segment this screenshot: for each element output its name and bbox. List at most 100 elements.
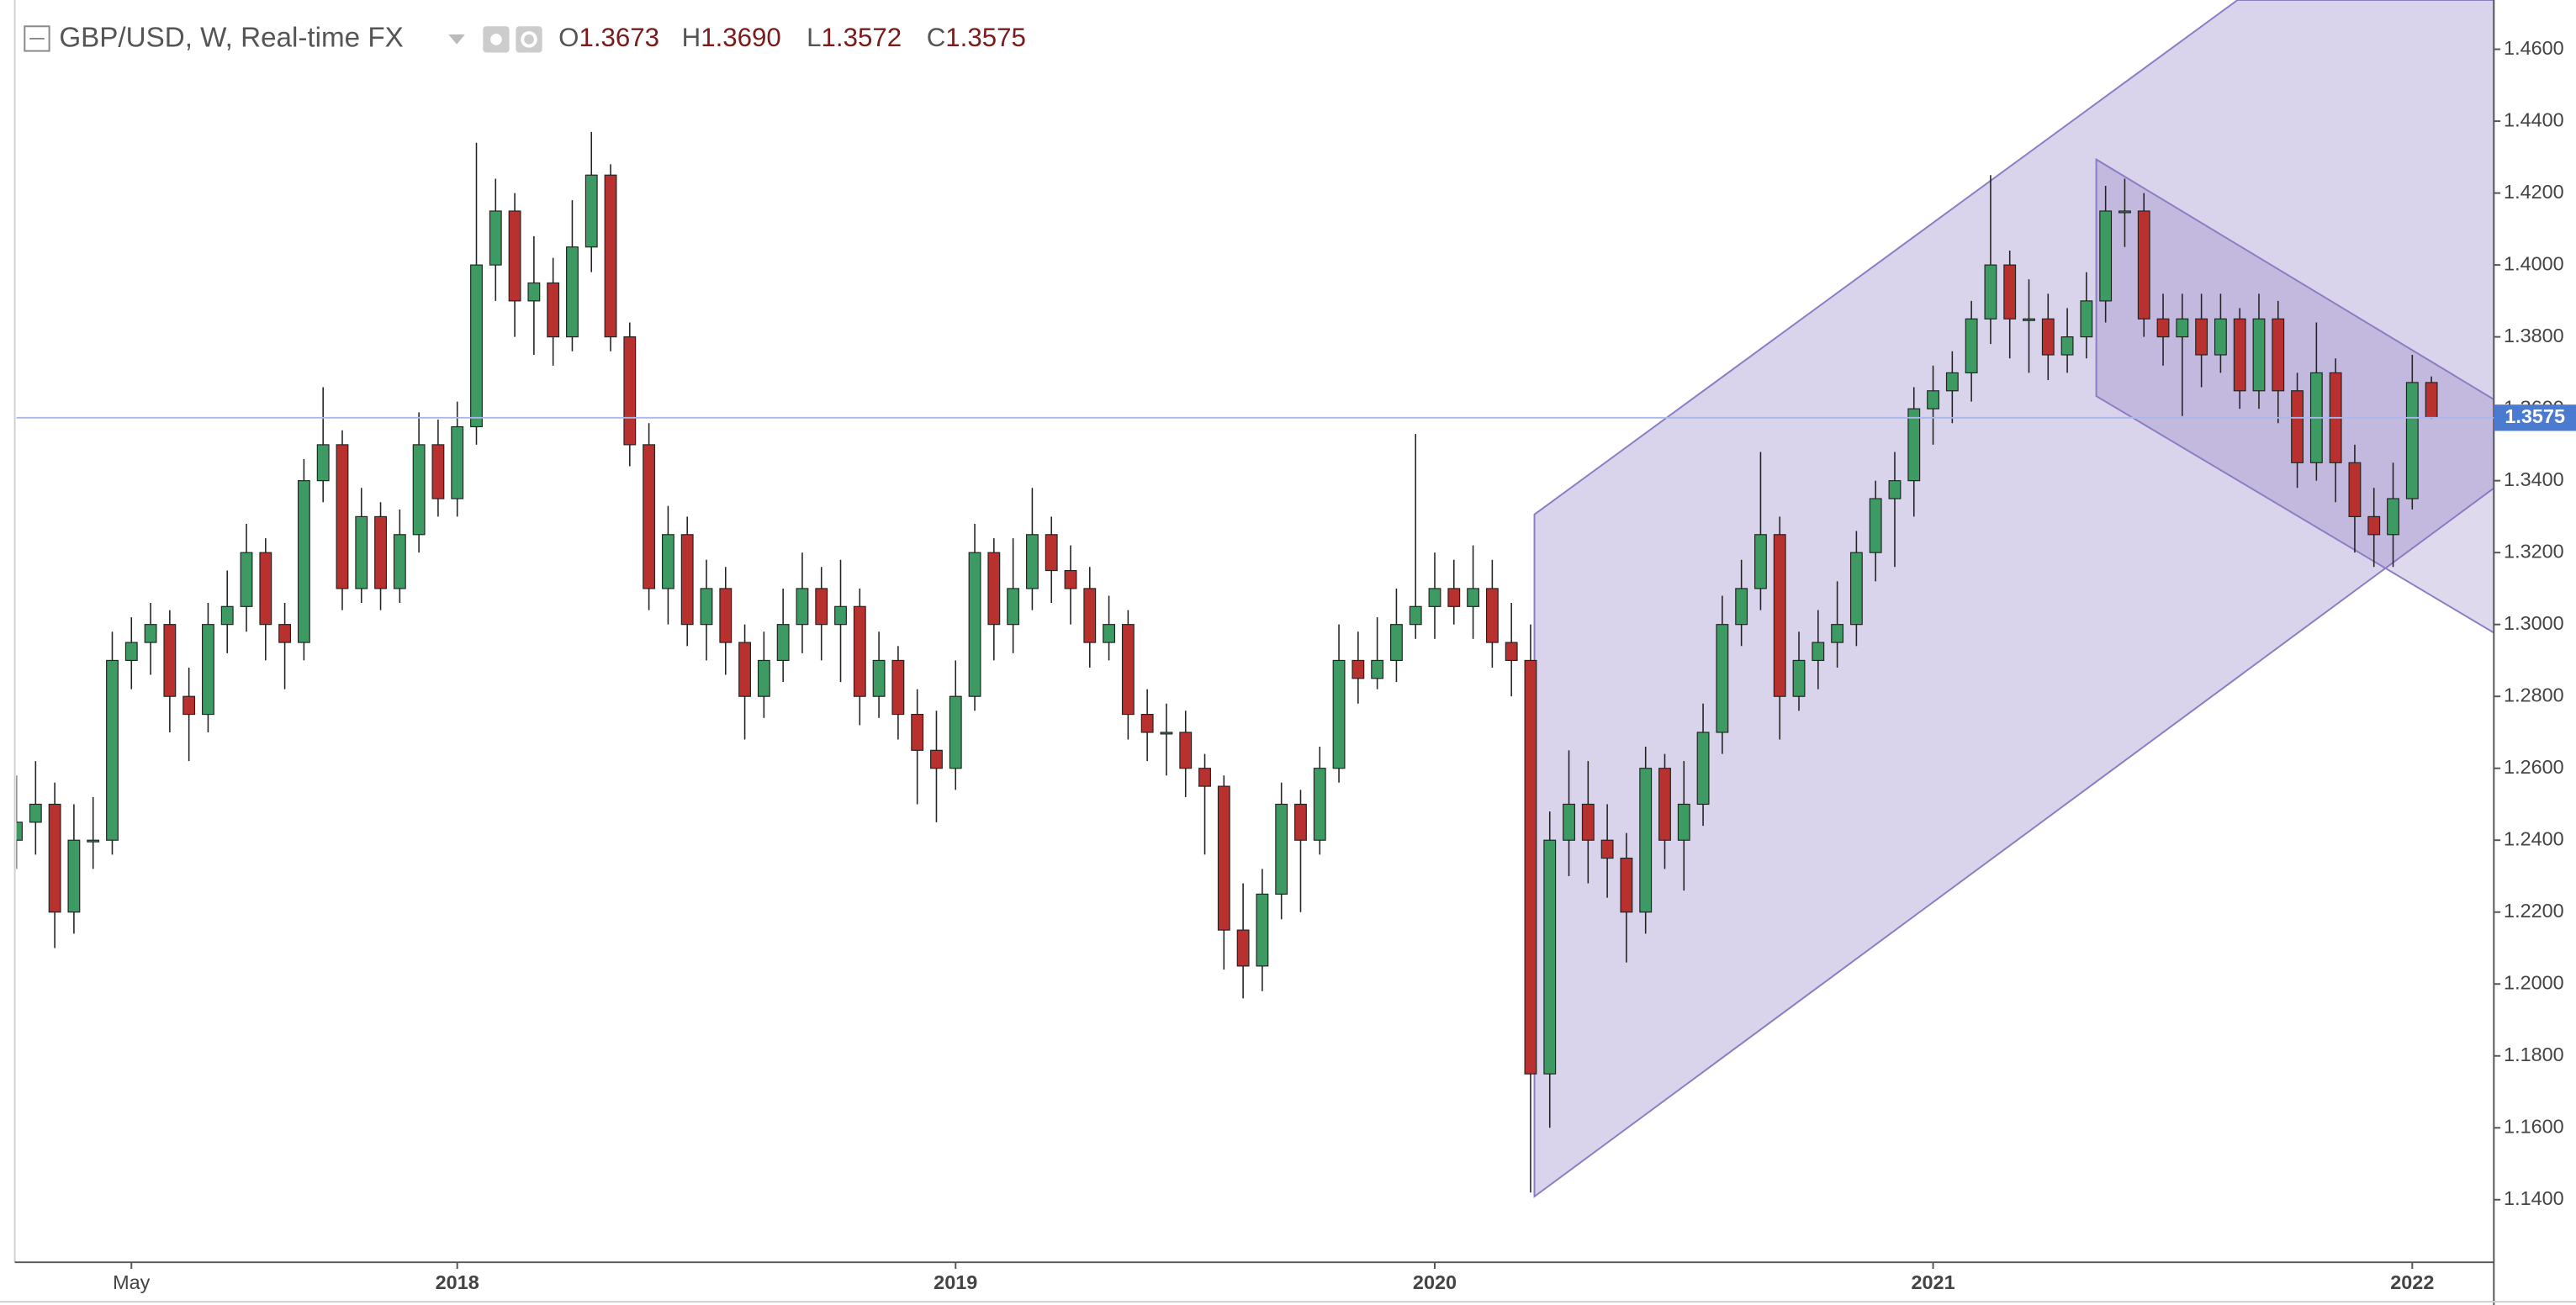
candle-body xyxy=(124,642,138,662)
candle-body xyxy=(1121,624,1135,716)
candle-body xyxy=(470,264,483,428)
y-tick-label: 1.4600 xyxy=(2504,37,2564,59)
candle-body xyxy=(815,588,828,626)
candle-body xyxy=(1045,534,1058,572)
ohlc-label: L xyxy=(807,23,821,52)
candle-body xyxy=(1888,480,1902,499)
candle-body xyxy=(1505,642,1518,662)
candle-body xyxy=(1869,498,1882,553)
candle-body xyxy=(1275,803,1288,895)
candle-body xyxy=(1754,534,1767,589)
candle-body xyxy=(853,605,866,697)
candle-body xyxy=(2156,318,2170,338)
candles xyxy=(16,131,2438,1193)
candle-body xyxy=(144,624,157,643)
ascending-channel[interactable] xyxy=(1533,0,2494,1198)
candle-body xyxy=(48,803,61,913)
candle-body xyxy=(259,552,272,626)
candle-body xyxy=(1735,588,1748,626)
x-tick-label: 2021 xyxy=(1911,1271,1954,1293)
candle-body xyxy=(508,210,521,302)
candle-body xyxy=(182,695,196,716)
candle-body xyxy=(87,839,100,843)
candle-body xyxy=(451,425,464,499)
candle-body xyxy=(163,624,177,697)
candle-body xyxy=(1927,390,1939,409)
candle-body xyxy=(1716,624,1729,733)
candle-body xyxy=(2041,318,2055,356)
last-price-label: 1.3575 xyxy=(2505,405,2565,427)
candle-body xyxy=(547,282,560,338)
candle-body xyxy=(1198,768,1211,787)
candle-body xyxy=(1409,605,1422,626)
header: GBP/USD, W, Real-time FX O1.3673 H1.3690… xyxy=(24,23,1026,54)
candle-body xyxy=(1140,713,1154,733)
symbol-dropdown[interactable] xyxy=(448,34,465,45)
candle-body xyxy=(1103,624,1115,643)
candle-body xyxy=(1563,803,1575,841)
y-tick-label: 1.3800 xyxy=(2504,325,2564,346)
x-tick-label: May xyxy=(113,1271,151,1293)
candle-body xyxy=(2060,336,2074,356)
candle-body xyxy=(2252,318,2266,392)
candle-body xyxy=(661,534,674,589)
x-tick-label: 2022 xyxy=(2390,1271,2434,1293)
candle-body xyxy=(412,444,426,536)
candle-body xyxy=(566,246,579,338)
candle-body xyxy=(584,174,598,248)
settings-button[interactable] xyxy=(516,26,542,53)
candle-body xyxy=(643,444,656,589)
candle-body xyxy=(2233,318,2246,392)
candle-body xyxy=(1236,929,1250,967)
candle-body xyxy=(2003,264,2017,320)
candle-body xyxy=(604,174,617,338)
candle-body xyxy=(527,282,541,302)
candle-body xyxy=(2118,210,2131,214)
y-tick-label: 1.4200 xyxy=(2504,181,2564,203)
x-tick-label: 2019 xyxy=(934,1271,977,1293)
candle-body xyxy=(2195,318,2208,356)
candle-body xyxy=(431,444,445,499)
candle-body xyxy=(700,588,713,626)
candle-body xyxy=(1907,408,1921,482)
candle-body xyxy=(1485,588,1499,643)
symbol-title[interactable]: GBP/USD, W, Real-time FX xyxy=(59,23,403,54)
candle-body xyxy=(202,624,214,716)
y-tick-label: 1.4000 xyxy=(2504,252,2564,274)
y-tick-label: 1.3000 xyxy=(2504,612,2564,634)
y-tick-label: 1.2400 xyxy=(2504,827,2564,849)
ohlc-value: 1.3673 xyxy=(579,23,659,52)
y-tick-label: 1.2800 xyxy=(2504,684,2564,705)
candle-body xyxy=(2214,318,2227,356)
candle-body xyxy=(1083,588,1097,643)
ohlc-label: C xyxy=(927,23,946,52)
candle-body xyxy=(2405,382,2419,499)
candle-body xyxy=(2387,498,2399,536)
candle-body xyxy=(220,605,234,626)
candle-body xyxy=(355,515,368,589)
candle-body xyxy=(738,642,751,697)
candle-body xyxy=(67,839,81,913)
candle-body xyxy=(2099,210,2113,302)
candle-body xyxy=(336,444,349,589)
candle-body xyxy=(1792,659,1806,697)
candle-body xyxy=(374,515,387,589)
candle-body xyxy=(2080,300,2093,338)
y-tick-label: 1.3400 xyxy=(2504,468,2564,490)
candle-body xyxy=(1217,785,1230,931)
settings-icon xyxy=(521,31,537,48)
candle-body xyxy=(757,659,770,697)
candle-body xyxy=(2023,318,2035,321)
ohlc-label: O xyxy=(558,23,579,52)
candle-body xyxy=(1677,803,1690,841)
last-price-box xyxy=(2494,404,2576,431)
candle-body xyxy=(1179,732,1193,769)
candle-body xyxy=(1849,552,1863,626)
candle-body xyxy=(1294,803,1307,841)
ohlc-label: H xyxy=(682,23,701,52)
candle-body xyxy=(1543,839,1557,1075)
candle-body xyxy=(1812,642,1825,662)
candle-body xyxy=(2348,462,2362,517)
candle-body xyxy=(930,749,943,769)
